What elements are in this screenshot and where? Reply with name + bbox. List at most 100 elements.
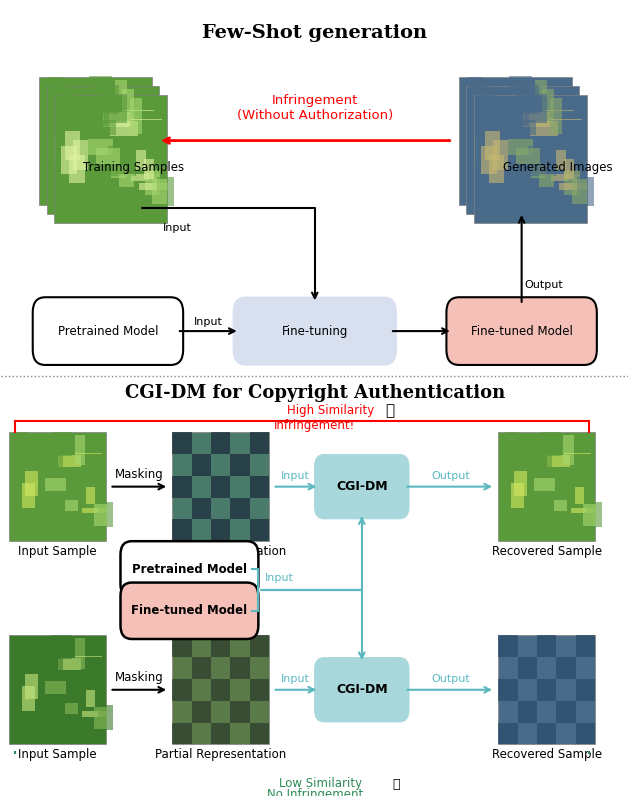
Bar (575, 487, 584, 504)
Bar (250, 476, 269, 498)
Bar (475, 86, 490, 114)
Bar (498, 635, 595, 744)
Bar (211, 679, 230, 700)
Bar (93, 504, 107, 525)
Bar (536, 175, 547, 197)
Bar (524, 156, 539, 170)
Bar (211, 432, 230, 454)
Bar (81, 130, 105, 146)
Text: No Infringement: No Infringement (267, 788, 363, 796)
Bar (123, 110, 154, 111)
Bar (65, 703, 78, 714)
Bar (73, 140, 88, 170)
Bar (537, 454, 552, 466)
Bar (100, 137, 129, 166)
Bar (172, 432, 191, 454)
Text: Masking: Masking (115, 467, 164, 481)
Text: Output: Output (431, 673, 470, 684)
Bar (172, 432, 269, 541)
Bar (91, 171, 118, 190)
Bar (54, 513, 77, 529)
Bar (563, 435, 573, 466)
Bar (509, 76, 532, 104)
Bar (477, 122, 493, 151)
Bar (145, 170, 159, 195)
Bar (520, 120, 536, 135)
Bar (551, 193, 561, 216)
Bar (63, 95, 77, 123)
FancyBboxPatch shape (447, 297, 597, 365)
Bar (52, 431, 72, 456)
Text: Pretrained Model: Pretrained Model (58, 325, 158, 338)
Bar (9, 635, 106, 744)
Bar (543, 184, 554, 207)
Bar (39, 702, 42, 716)
Bar (122, 89, 134, 125)
Bar (537, 723, 556, 744)
Text: Fine-tuning: Fine-tuning (282, 325, 348, 338)
Bar (518, 181, 545, 200)
Bar (516, 148, 540, 164)
Bar (488, 178, 504, 201)
Bar (528, 146, 556, 176)
Bar (52, 635, 72, 659)
Bar (88, 76, 112, 104)
Bar (93, 128, 121, 158)
Bar (99, 120, 116, 135)
Bar (149, 168, 167, 197)
Text: Fine-tuned Model: Fine-tuned Model (131, 604, 248, 617)
Bar (131, 193, 141, 216)
Bar (48, 454, 63, 466)
Bar (576, 723, 595, 744)
Bar (230, 657, 250, 679)
FancyBboxPatch shape (33, 297, 183, 365)
Bar (539, 174, 554, 187)
Bar (556, 700, 576, 723)
Bar (493, 154, 497, 171)
Text: Input: Input (281, 470, 310, 481)
Bar (500, 130, 525, 146)
Bar (508, 139, 532, 155)
Bar (28, 510, 42, 530)
Bar (509, 173, 512, 189)
Bar (137, 161, 152, 186)
Bar (118, 174, 134, 187)
Text: CGI-DM: CGI-DM (336, 480, 388, 494)
Bar (537, 679, 556, 700)
Bar (514, 470, 527, 496)
Bar (172, 635, 269, 744)
Bar (86, 690, 95, 707)
Bar (9, 432, 106, 541)
Bar (250, 679, 269, 700)
Bar (564, 516, 573, 536)
Bar (82, 711, 107, 716)
Bar (474, 137, 490, 165)
Bar (564, 159, 573, 178)
Bar (22, 483, 35, 508)
Bar (28, 713, 42, 733)
Bar (84, 102, 101, 117)
Bar (111, 121, 138, 135)
Bar (459, 76, 572, 205)
Text: Few-Shot generation: Few-Shot generation (202, 24, 428, 42)
Bar (97, 705, 113, 730)
Bar (547, 455, 570, 467)
Bar (104, 95, 127, 123)
Bar (535, 80, 547, 115)
Bar (543, 166, 572, 172)
Bar (496, 186, 512, 209)
Bar (511, 483, 524, 508)
Bar (531, 121, 557, 135)
Bar (61, 168, 77, 192)
Bar (520, 137, 548, 166)
Bar (108, 146, 136, 176)
Text: Input: Input (265, 572, 294, 583)
Text: ✅: ✅ (392, 778, 400, 791)
Bar (561, 158, 579, 188)
Bar (545, 476, 569, 501)
Text: Input Sample: Input Sample (19, 748, 97, 761)
Bar (130, 119, 162, 120)
Bar (511, 171, 538, 190)
Bar (230, 454, 250, 476)
Bar (211, 476, 230, 498)
